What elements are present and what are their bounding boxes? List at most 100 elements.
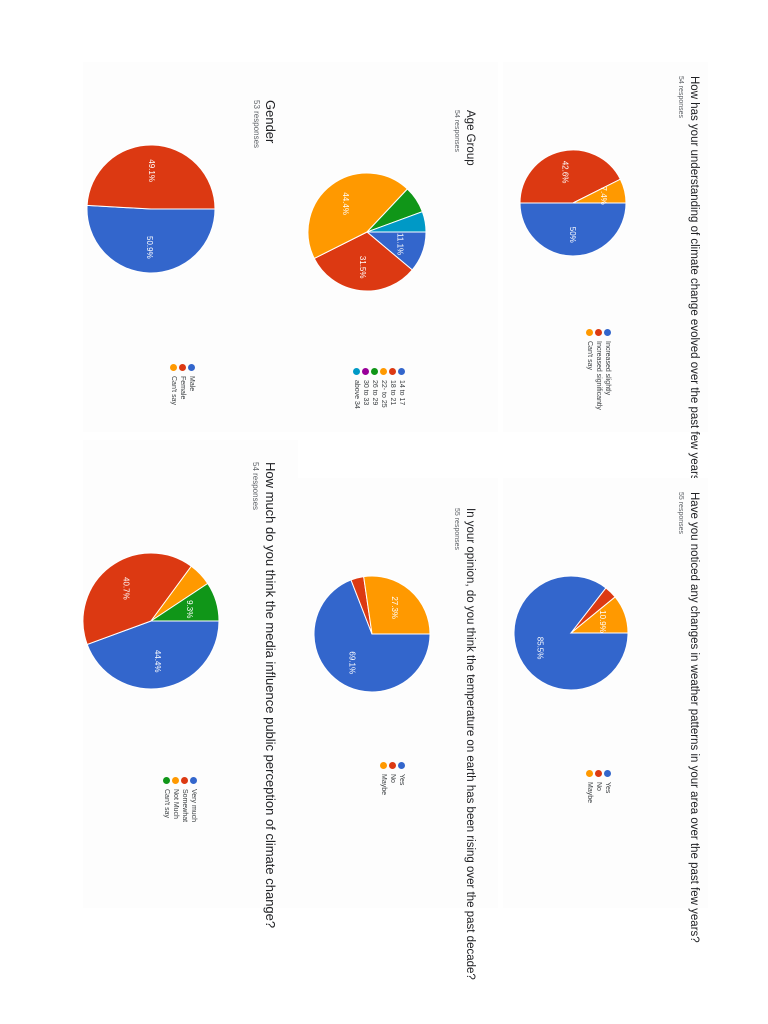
- slice-label: 50.9%: [145, 236, 154, 259]
- pie-svg: 69.1% 27.3%: [313, 575, 431, 693]
- response-count: 54 responses: [677, 76, 684, 119]
- slice-label: 9.3%: [185, 600, 194, 618]
- pie-slice[interactable]: [86, 144, 216, 210]
- legend-item[interactable]: Yes: [397, 762, 406, 795]
- pie-svg: 44.4% 40.7% 9.3%: [82, 552, 220, 690]
- legend-label: Can't say: [163, 789, 170, 818]
- legend-item[interactable]: No: [388, 762, 397, 795]
- pie-svg: 85.5% 10.9%: [513, 575, 629, 691]
- legend-item[interactable]: Can't say: [162, 777, 171, 822]
- legend-item[interactable]: 14 to 17: [397, 368, 406, 409]
- legend-item[interactable]: Can't say: [169, 364, 178, 405]
- pie-svg: 50% 42.6% 7.4%: [519, 149, 627, 257]
- legend-label: Maybe: [586, 782, 593, 804]
- chart-legend: Yes No Maybe: [585, 770, 612, 803]
- legend-item[interactable]: Male: [187, 364, 196, 405]
- legend-label: Yes: [604, 782, 611, 794]
- pie-slice[interactable]: [519, 149, 622, 204]
- legend-label: Maybe: [380, 774, 387, 796]
- slice-label: 42.6%: [561, 161, 570, 184]
- slice-label: 85.5%: [535, 637, 544, 660]
- legend-item[interactable]: 30 to 33: [361, 368, 370, 409]
- pie-slice[interactable]: [519, 202, 627, 257]
- chart-title: In your opinion, do you think the temper…: [464, 508, 476, 980]
- pie-slice[interactable]: [513, 575, 629, 691]
- legend-item[interactable]: Maybe: [379, 762, 388, 795]
- legend-label: Somewhat: [181, 789, 188, 823]
- pie-slice[interactable]: [363, 575, 431, 635]
- legend-label: Increased slightly: [604, 341, 611, 396]
- legend-label: Increased significantly: [595, 341, 602, 410]
- legend-label: 30 to 33: [362, 380, 369, 406]
- legend-label: Can't say: [586, 341, 593, 370]
- pie-slice[interactable]: [86, 204, 216, 274]
- legend-dot-icon: [181, 777, 188, 784]
- legend-item[interactable]: Increased slightly: [603, 329, 612, 410]
- legend-dot-icon: [586, 329, 593, 336]
- legend-item[interactable]: Somewhat: [180, 777, 189, 822]
- pie-slice[interactable]: [313, 231, 413, 292]
- response-count: 55 responses: [453, 508, 460, 551]
- legend-item[interactable]: Maybe: [585, 770, 594, 803]
- pie-slice[interactable]: [149, 582, 220, 622]
- slice-label: 7.4%: [599, 187, 608, 205]
- legend-dot-icon: [389, 368, 396, 375]
- legend-item[interactable]: No: [594, 770, 603, 803]
- pie-slice[interactable]: [313, 579, 431, 693]
- legend-dot-icon: [362, 368, 369, 375]
- legend-item[interactable]: Can't say: [585, 329, 594, 410]
- legend-item[interactable]: 18 to 21: [388, 368, 397, 409]
- legend-item[interactable]: 26 to 29: [370, 368, 379, 409]
- legend-label: 14 to 17: [398, 380, 405, 406]
- chart-legend: Very much Somewhat Not Much Can't say: [162, 777, 198, 822]
- response-count: 53 responses: [252, 100, 261, 149]
- pie-chart: 85.5% 10.9%: [513, 575, 629, 691]
- legend-label: Very much: [190, 789, 197, 823]
- legend-item[interactable]: above 34: [352, 368, 361, 409]
- slice-label: 27.3%: [390, 596, 399, 619]
- legend-label: 26 to 29: [371, 380, 378, 406]
- pie-slice[interactable]: [569, 596, 629, 634]
- legend-label: Can't say: [170, 376, 177, 405]
- pie-slice[interactable]: [307, 172, 409, 260]
- pie-slice[interactable]: [572, 178, 627, 204]
- legend-item[interactable]: Yes: [603, 770, 612, 803]
- legend-label: above 34: [353, 380, 360, 409]
- legend-item[interactable]: Very much: [189, 777, 198, 822]
- pie-slice[interactable]: [366, 211, 427, 233]
- legend-dot-icon: [380, 762, 387, 769]
- legend-label: No: [389, 774, 396, 783]
- pie-chart: 11.1% 31.5% 44.4%: [307, 172, 427, 292]
- chart-title: Have you noticed any changes in weather …: [688, 492, 700, 943]
- slice-label: 44.4%: [341, 192, 350, 215]
- legend-label: Not Much: [172, 789, 179, 819]
- legend-dot-icon: [172, 777, 179, 784]
- legend-dot-icon: [604, 329, 611, 336]
- slice-label: 40.7%: [122, 577, 131, 600]
- chart-card-age-group: Age Group 54 responses 11.1% 31.5% 44.4% 1…: [298, 62, 498, 432]
- pie-svg: 50.9% 49.1%: [86, 144, 216, 274]
- response-count: 54 responses: [453, 110, 460, 153]
- legend-item[interactable]: Increased significantly: [594, 329, 603, 410]
- chart-card-media: How much do you think the media influenc…: [82, 440, 298, 928]
- pie-chart: 44.4% 40.7% 9.3%: [82, 552, 220, 690]
- legend-dot-icon: [353, 368, 360, 375]
- legend-dot-icon: [380, 368, 387, 375]
- legend-item[interactable]: Female: [178, 364, 187, 405]
- legend-label: Male: [188, 376, 195, 392]
- pie-slice[interactable]: [86, 620, 220, 690]
- legend-dot-icon: [389, 762, 396, 769]
- chart-legend: Increased slightly Increased significantl…: [585, 329, 612, 410]
- legend-dot-icon: [595, 329, 602, 336]
- response-count: 54 responses: [251, 462, 260, 511]
- chart-title: How has your understanding of climate ch…: [688, 76, 700, 488]
- slice-label: 69.1%: [347, 651, 356, 674]
- legend-label: Female: [179, 376, 186, 400]
- pie-svg: 11.1% 31.5% 44.4%: [307, 172, 427, 292]
- legend-dot-icon: [188, 364, 195, 371]
- legend-item[interactable]: Not Much: [171, 777, 180, 822]
- legend-item[interactable]: 22- to 25: [379, 368, 388, 409]
- legend-dot-icon: [398, 762, 405, 769]
- pie-slice[interactable]: [82, 552, 193, 646]
- chart-card-gender: Gender 53 responses 50.9% 49.1% Male Femal…: [83, 62, 298, 432]
